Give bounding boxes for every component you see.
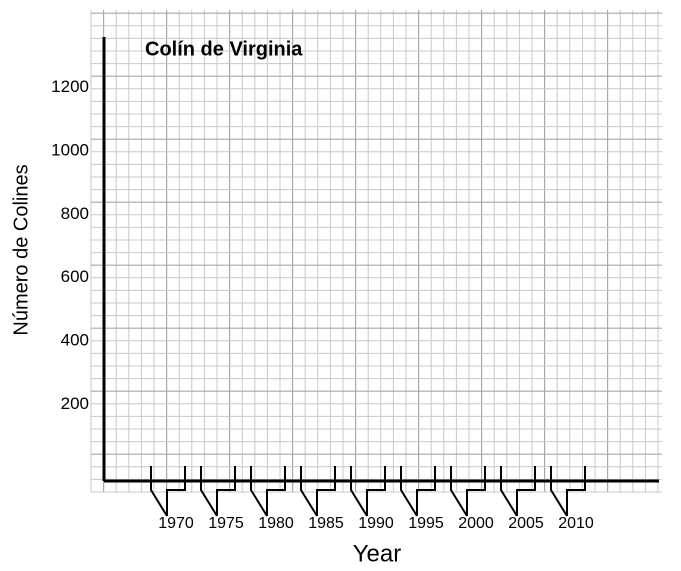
x-tick-bracket	[350, 466, 386, 517]
x-tick-label: 1985	[308, 515, 344, 532]
y-tick-label: 600	[61, 267, 89, 286]
x-tick-bracket	[250, 466, 286, 517]
y-tick-label: 400	[61, 331, 89, 350]
x-tick-label: 1995	[408, 515, 444, 532]
x-tick-label: 2010	[558, 515, 594, 532]
y-tick-label: 1200	[51, 77, 89, 96]
x-tick-bracket	[150, 466, 186, 517]
x-tick-bracket	[300, 466, 336, 517]
y-tick-label: 800	[61, 204, 89, 223]
x-tick-label: 1990	[358, 515, 394, 532]
x-tick-bracket	[400, 466, 436, 517]
y-tick-label: 200	[61, 394, 89, 413]
graph-paper	[90, 10, 662, 493]
y-tick-label: 1000	[51, 140, 89, 159]
x-tick-label: 2005	[508, 515, 544, 532]
chart-title: Colín de Virginia	[145, 38, 303, 60]
x-tick-bracket	[500, 466, 536, 517]
x-tick-label: 1970	[158, 515, 194, 532]
y-axis-label: Número de Colines	[10, 164, 32, 335]
x-tick-bracket	[200, 466, 236, 517]
x-tick-bracket	[450, 466, 486, 517]
x-tick-label: 1975	[208, 515, 244, 532]
x-tick-label: 1980	[258, 515, 294, 532]
x-tick-label: 2000	[458, 515, 494, 532]
x-tick-bracket	[550, 466, 586, 517]
x-axis-label: Year	[353, 540, 402, 567]
